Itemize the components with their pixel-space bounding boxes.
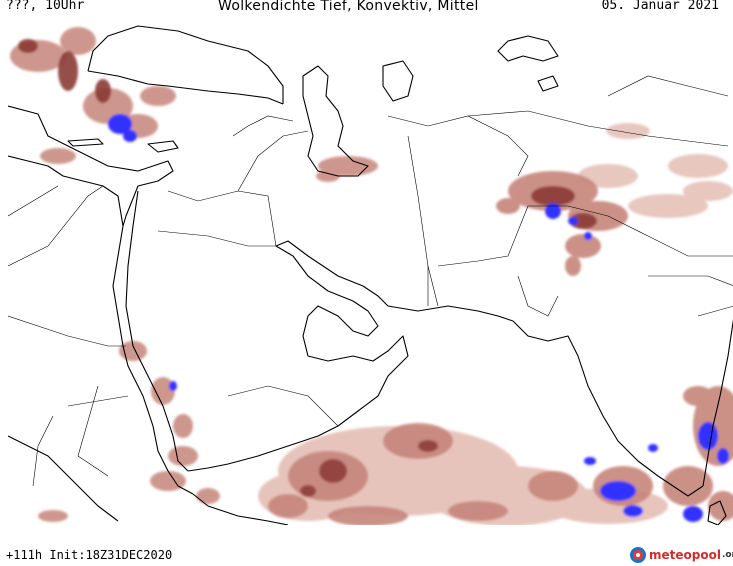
country-borders xyxy=(8,75,733,487)
meteopool-logo[interactable]: meteopool .org xyxy=(630,545,733,565)
coastlines xyxy=(8,25,733,525)
weather-map xyxy=(8,25,733,525)
logo-text: meteopool xyxy=(649,548,721,562)
map-title: Wolkendichte Tief, Konvektiv, Mittel xyxy=(218,0,479,14)
logo-tld: .org xyxy=(721,550,733,560)
meteopool-logo-icon xyxy=(630,547,646,563)
cloud-density-layer xyxy=(10,27,733,525)
forecast-date: 05. Januar 2021 xyxy=(601,0,719,13)
forecast-time-label: ???, 10Uhr xyxy=(6,0,85,13)
forecast-run-info: +111h Init:18Z31DEC2020 xyxy=(6,548,173,562)
